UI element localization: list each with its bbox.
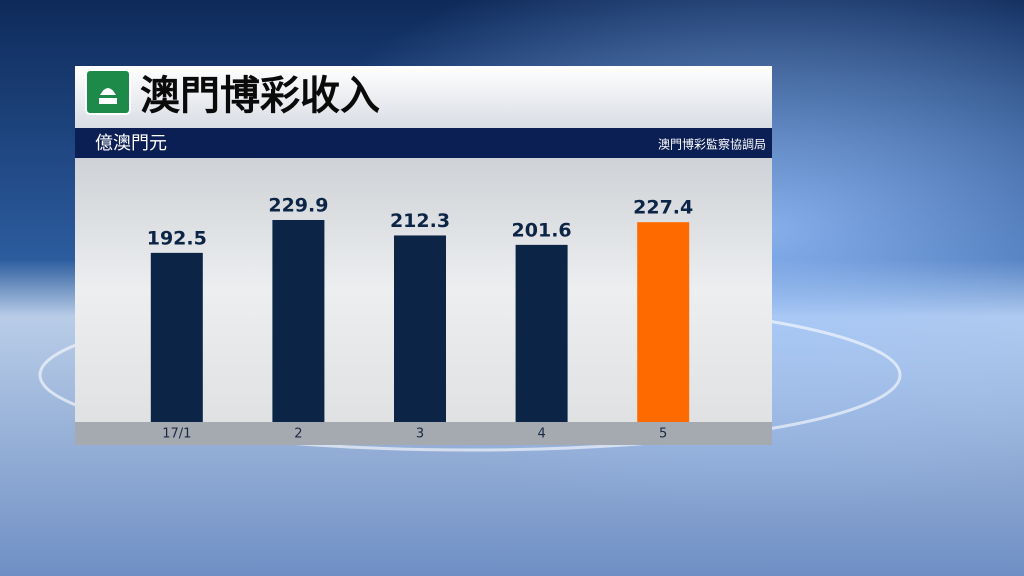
bar [637, 222, 690, 422]
source: 澳門博彩監察協調局 [658, 137, 766, 152]
x-tick-label: 4 [537, 427, 545, 442]
bar [394, 235, 446, 422]
bar [515, 244, 568, 422]
value-label: 229.9 [268, 195, 328, 217]
value-label: 212.3 [390, 210, 450, 232]
unit-label: 億澳門元 [95, 133, 167, 154]
x-tick-label: 17/1 [162, 427, 191, 442]
bar [272, 220, 325, 422]
subtitle-bar [75, 128, 772, 158]
value-label: 227.4 [633, 197, 693, 219]
chart-title: 澳門博彩收入 [140, 73, 380, 119]
bars: 17/1 192.5 2 229.9 3 212.3 4 201.6 5 227.4 [147, 195, 694, 442]
x-tick-label: 3 [416, 427, 424, 442]
title-bar [75, 66, 772, 128]
value-label: 192.5 [147, 227, 207, 249]
logo-symbol [99, 88, 117, 104]
bar [150, 252, 203, 422]
x-tick-label: 5 [659, 427, 667, 442]
x-tick-label: 2 [294, 427, 302, 442]
axis-band [75, 422, 772, 445]
value-label: 201.6 [512, 219, 572, 241]
